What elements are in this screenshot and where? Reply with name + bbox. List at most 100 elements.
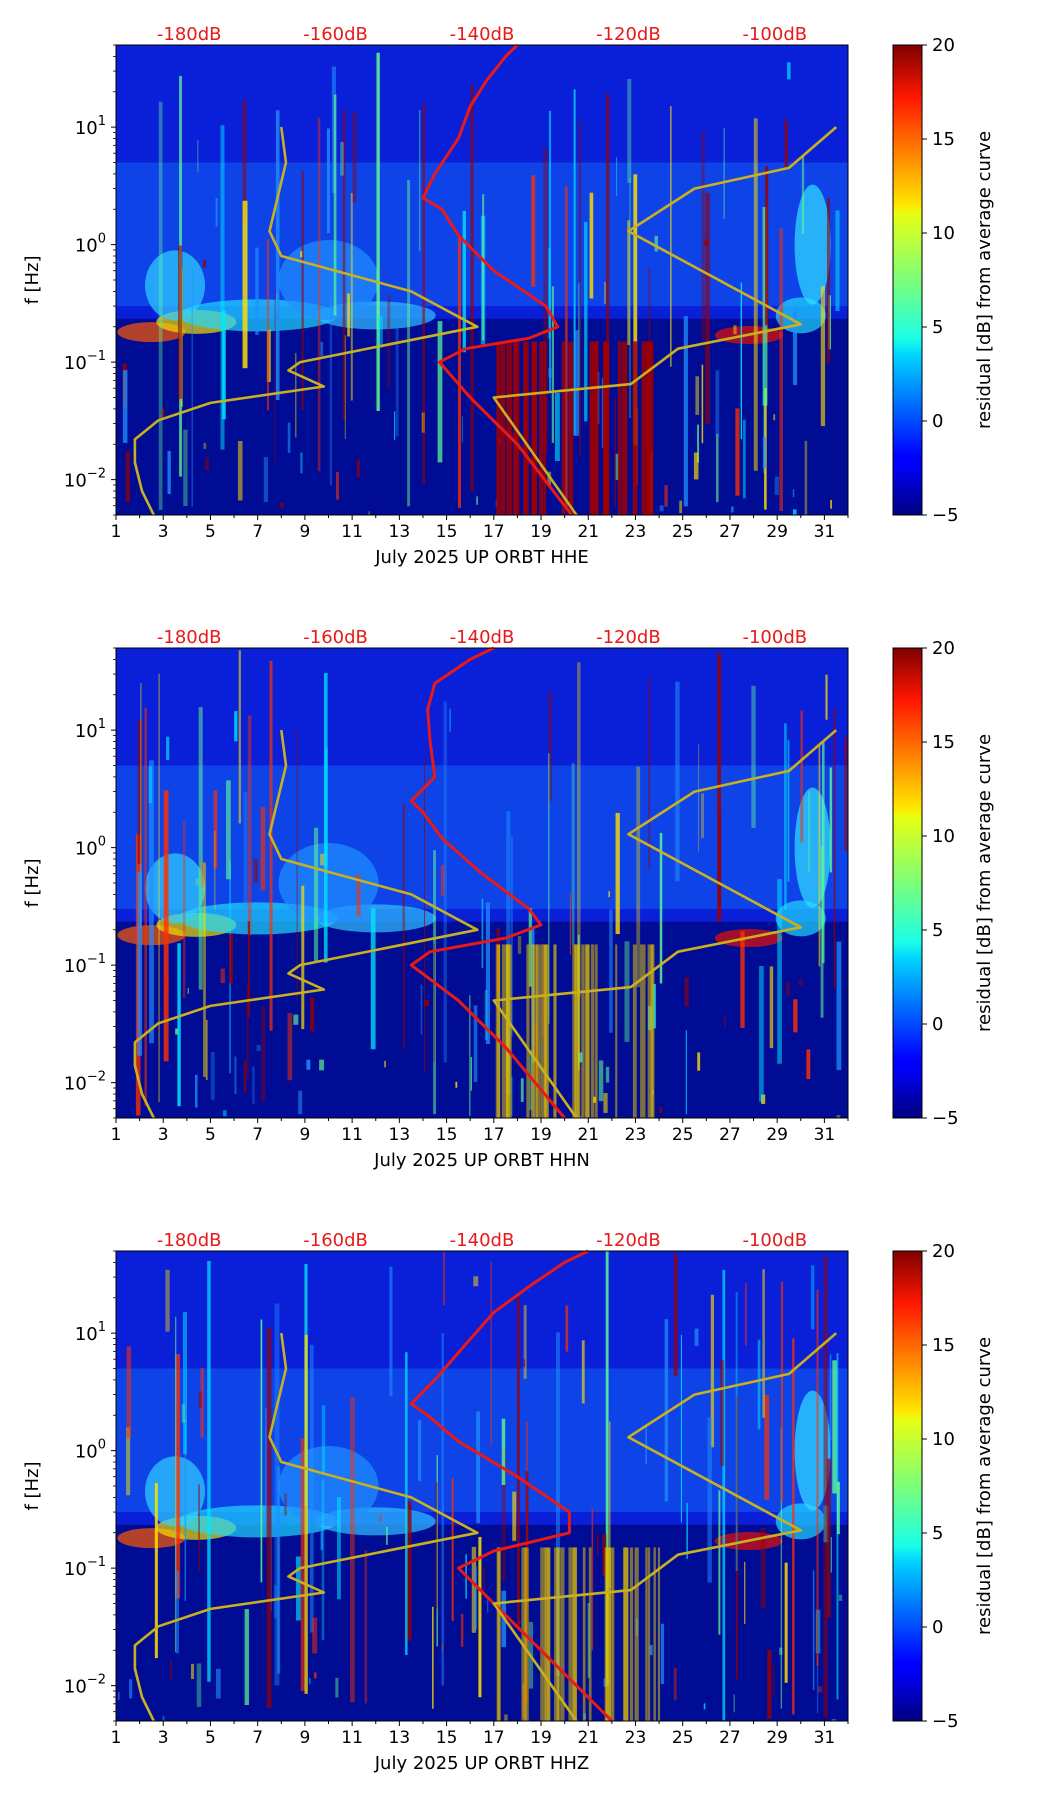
streak bbox=[329, 295, 332, 486]
storm-streak bbox=[641, 341, 647, 515]
streak bbox=[825, 674, 828, 720]
streak bbox=[609, 909, 613, 1033]
streak bbox=[616, 157, 618, 197]
storm-streak bbox=[647, 1547, 651, 1721]
streak bbox=[350, 1397, 355, 1703]
streak bbox=[648, 267, 651, 344]
streak bbox=[214, 830, 216, 910]
top-db-label: -160dB bbox=[303, 1230, 368, 1251]
streak bbox=[198, 707, 203, 990]
streak bbox=[198, 1484, 200, 1572]
storm-streak bbox=[506, 341, 512, 515]
streak bbox=[501, 1448, 506, 1583]
x-tick-label: 31 bbox=[814, 1728, 836, 1748]
streak bbox=[347, 293, 350, 337]
streak bbox=[474, 1566, 477, 1630]
streak bbox=[715, 370, 720, 438]
streak bbox=[605, 1251, 609, 1686]
streak bbox=[207, 1260, 211, 1682]
streak bbox=[213, 790, 218, 869]
microseism-blob bbox=[794, 184, 831, 305]
storm-streak bbox=[572, 944, 576, 1118]
streak bbox=[517, 935, 522, 954]
streak bbox=[528, 907, 532, 987]
streak bbox=[784, 723, 787, 910]
noise-model-curve-1 bbox=[133, 729, 479, 1119]
streak bbox=[317, 117, 321, 472]
storm-streak bbox=[589, 341, 594, 515]
y-tick-label: 101 bbox=[75, 717, 106, 742]
top-db-label: -180dB bbox=[157, 627, 222, 648]
streak bbox=[205, 456, 209, 471]
streak bbox=[226, 780, 231, 880]
streak bbox=[423, 757, 426, 1073]
storm-streak bbox=[531, 341, 538, 515]
streak bbox=[636, 766, 641, 988]
streak bbox=[128, 1679, 133, 1699]
colorbar bbox=[892, 647, 923, 1119]
streak bbox=[762, 1269, 765, 1418]
colorbar bbox=[892, 1250, 923, 1722]
average-psd-curve bbox=[409, 1249, 613, 1723]
storm-streak bbox=[595, 341, 599, 515]
average-psd-curve bbox=[421, 43, 573, 516]
storm-streak bbox=[595, 944, 598, 1118]
streak bbox=[608, 891, 610, 898]
streak bbox=[833, 708, 836, 990]
storm-streak bbox=[554, 1547, 560, 1721]
streak bbox=[724, 1016, 726, 1027]
streak bbox=[615, 453, 620, 481]
streak bbox=[176, 1570, 180, 1654]
storm-streak bbox=[647, 341, 651, 515]
streak bbox=[490, 1261, 492, 1447]
streak bbox=[751, 685, 756, 828]
storm-streak bbox=[632, 944, 637, 1118]
streak bbox=[234, 1056, 237, 1095]
noise-model-curve-2 bbox=[492, 1332, 838, 1722]
streak bbox=[804, 440, 808, 515]
streak bbox=[844, 737, 848, 852]
streak bbox=[222, 310, 226, 420]
streak bbox=[336, 472, 339, 500]
streak bbox=[340, 142, 344, 176]
streak bbox=[826, 1458, 831, 1618]
streak bbox=[673, 1253, 678, 1377]
streak bbox=[531, 175, 536, 287]
noise-model-curve-1 bbox=[133, 126, 479, 516]
spectrogram-image bbox=[116, 45, 848, 515]
streak bbox=[818, 745, 821, 967]
streak bbox=[309, 1344, 314, 1633]
streak bbox=[198, 1391, 202, 1408]
streak bbox=[197, 139, 199, 173]
streak bbox=[511, 1077, 513, 1116]
microseism-blob bbox=[278, 1446, 379, 1526]
streak bbox=[253, 858, 258, 883]
streak bbox=[779, 228, 783, 511]
streak bbox=[645, 1424, 647, 1465]
streak bbox=[191, 270, 193, 507]
microseism-blob bbox=[145, 250, 206, 321]
streak bbox=[417, 1420, 422, 1482]
streak bbox=[659, 832, 663, 984]
streak bbox=[122, 370, 128, 443]
streak bbox=[376, 52, 380, 411]
streak bbox=[144, 707, 147, 1106]
streak bbox=[296, 1556, 301, 1621]
x-tick-label: 5 bbox=[205, 522, 216, 542]
streak bbox=[314, 1672, 317, 1679]
streak bbox=[140, 682, 142, 928]
streak bbox=[485, 902, 491, 1045]
streak bbox=[705, 192, 711, 424]
streak bbox=[182, 820, 186, 998]
streak bbox=[457, 236, 461, 508]
x-tick-label: 27 bbox=[719, 522, 741, 542]
colorbar-tick-label: 20 bbox=[932, 35, 955, 56]
streak bbox=[808, 791, 811, 872]
streak bbox=[203, 862, 206, 1077]
storm-streak bbox=[553, 944, 556, 1118]
streak bbox=[165, 1269, 170, 1332]
streak bbox=[829, 1354, 832, 1441]
storm-streak bbox=[604, 1547, 608, 1721]
streak bbox=[605, 1066, 610, 1083]
storm-streak bbox=[581, 944, 585, 1118]
